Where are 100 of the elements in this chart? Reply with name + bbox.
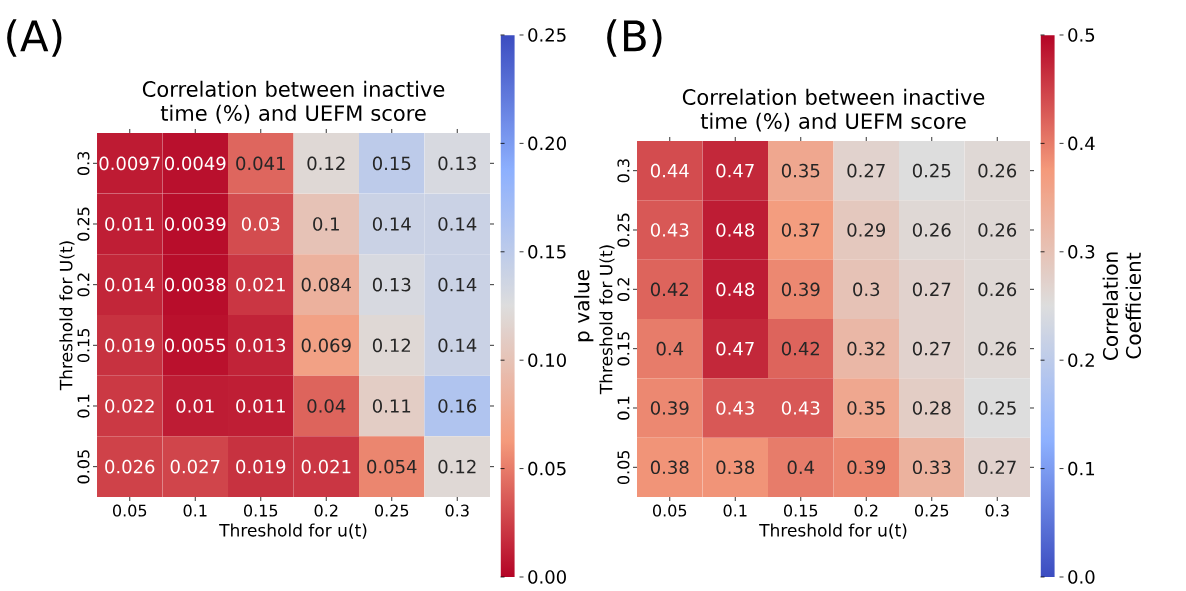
- color-bar-label: 0.00: [528, 570, 566, 584]
- x-tick-label: 0.2: [854, 504, 878, 517]
- data-label: 0.041: [236, 156, 285, 171]
- data-label: 0.011: [105, 217, 154, 231]
- data-label: 0.019: [105, 338, 155, 353]
- data-label: 0.4: [787, 460, 815, 475]
- chart-title: Correlation between inactive time (%) and UEFM score: [682, 88, 985, 132]
- data-label: 0.021: [236, 277, 285, 292]
- data-label: 0.43: [781, 401, 820, 415]
- data-label: 0.084: [301, 277, 352, 292]
- data-label: 0.054: [367, 459, 417, 474]
- data-label: 0.03: [241, 217, 280, 231]
- data-label: 0.27: [847, 163, 885, 178]
- data-label: 0.0039: [164, 217, 226, 231]
- data-label: 0.26: [978, 163, 1017, 178]
- color-bar-label: 0.2: [1068, 353, 1094, 367]
- data-label: 0.27: [912, 282, 951, 297]
- color-bar-label: 0.20: [528, 136, 566, 151]
- data-label: 0.011: [236, 399, 285, 413]
- data-label: 0.26: [978, 223, 1017, 237]
- y-axis-title: Threshold for U(t): [599, 245, 615, 395]
- data-label: 0.0038: [164, 277, 226, 292]
- x-tick-label: 0.05: [113, 504, 147, 517]
- y-tick-label: 0.1: [617, 396, 630, 420]
- x-tick-label: 0.15: [244, 504, 278, 517]
- text: (A): [7, 19, 62, 57]
- y-tick-label: 0.05: [617, 450, 630, 485]
- x-tick-label: 0.1: [723, 504, 747, 517]
- data-label: 0.38: [650, 460, 689, 475]
- text: (B): [607, 19, 662, 57]
- data-label: 0.16: [438, 399, 477, 413]
- data-label: 0.15: [372, 156, 411, 171]
- data-label: 0.12: [372, 338, 410, 353]
- data-label: 0.25: [978, 401, 1016, 415]
- data-label: 0.35: [847, 401, 885, 415]
- data-label: 0.28: [912, 401, 951, 415]
- color-bar-label: 0.10: [528, 353, 566, 367]
- color-bar-label: 0.1: [1068, 461, 1095, 476]
- data-label: 0.35: [781, 163, 820, 178]
- data-label: 0.04: [307, 399, 346, 413]
- data-label: 0.3: [853, 282, 880, 297]
- data-label: 0.47: [716, 341, 754, 356]
- y-tick-label: 0.1: [77, 394, 90, 418]
- x-tick-label: 0.3: [985, 504, 1009, 517]
- y-tick-label: 0.3: [617, 159, 630, 183]
- data-label: 0.14: [438, 217, 477, 231]
- color-bar-label: 0.4: [1068, 136, 1095, 151]
- data-label: 0.27: [978, 460, 1016, 475]
- x-tick-label: 0.2: [314, 504, 338, 517]
- data-label: 0.42: [650, 282, 688, 297]
- y-axis-title: Threshold for U(t): [59, 241, 75, 391]
- data-label: 0.4: [656, 341, 684, 356]
- x-tick-label: 0.25: [914, 504, 949, 517]
- data-label: 0.39: [847, 460, 886, 475]
- x-tick-label: 0.3: [445, 504, 469, 517]
- data-label: 0.12: [307, 156, 345, 171]
- x-tick-label: 0.05: [652, 504, 687, 517]
- data-label: 0.13: [438, 156, 476, 171]
- data-label: 0.01: [176, 399, 214, 413]
- data-label: 0.32: [847, 341, 885, 356]
- y-tick-label: 0.25: [617, 213, 630, 247]
- data-label: 0.14: [438, 277, 477, 292]
- data-label: 0.1: [313, 217, 339, 231]
- data-label: 0.37: [781, 223, 820, 237]
- data-label: 0.13: [372, 277, 411, 292]
- data-label: 0.48: [716, 223, 755, 237]
- data-label: 0.014: [105, 277, 155, 292]
- data-label: 0.021: [301, 459, 351, 474]
- data-label: 0.39: [650, 401, 689, 415]
- data-label: 0.26: [912, 223, 951, 237]
- data-label: 0.43: [716, 401, 754, 415]
- color-bar-label: 0.15: [528, 244, 566, 259]
- data-label: 0.019: [236, 459, 286, 474]
- y-tick-label: 0.25: [77, 207, 90, 241]
- y-tick-label: 0.15: [77, 328, 90, 363]
- data-label: 0.48: [716, 282, 755, 297]
- data-label: 0.44: [650, 163, 689, 178]
- data-label: 0.33: [912, 460, 951, 475]
- data-label: 0.27: [912, 341, 951, 356]
- x-tick-label: 0.25: [375, 504, 409, 517]
- data-label: 0.013: [236, 338, 286, 353]
- x-tick-label: 0.1: [183, 504, 207, 517]
- color-bar-label: 0.5: [1068, 28, 1095, 42]
- data-label: 0.14: [438, 338, 477, 353]
- data-label: 0.42: [781, 341, 819, 356]
- data-label: 0.11: [372, 399, 411, 413]
- data-label: 0.25: [912, 163, 951, 178]
- y-tick-label: 0.15: [617, 332, 630, 366]
- y-tick-label: 0.2: [617, 278, 630, 301]
- color-bar-title: Correlation Coefficient: [1102, 252, 1142, 360]
- color-bar-label: 0.0: [1068, 570, 1095, 584]
- data-label: 0.026: [105, 459, 155, 474]
- color-bar-title: p value: [574, 270, 594, 342]
- data-label: 0.0049: [164, 156, 226, 171]
- y-tick-label: 0.05: [77, 450, 90, 484]
- chart-title: Correlation between inactive time (%) and UEFM score: [142, 80, 445, 124]
- x-tick-label: 0.15: [783, 504, 818, 517]
- data-label: 0.0055: [164, 338, 226, 353]
- y-tick-label: 0.3: [77, 151, 90, 175]
- color-bar-label: 0.3: [1068, 244, 1095, 259]
